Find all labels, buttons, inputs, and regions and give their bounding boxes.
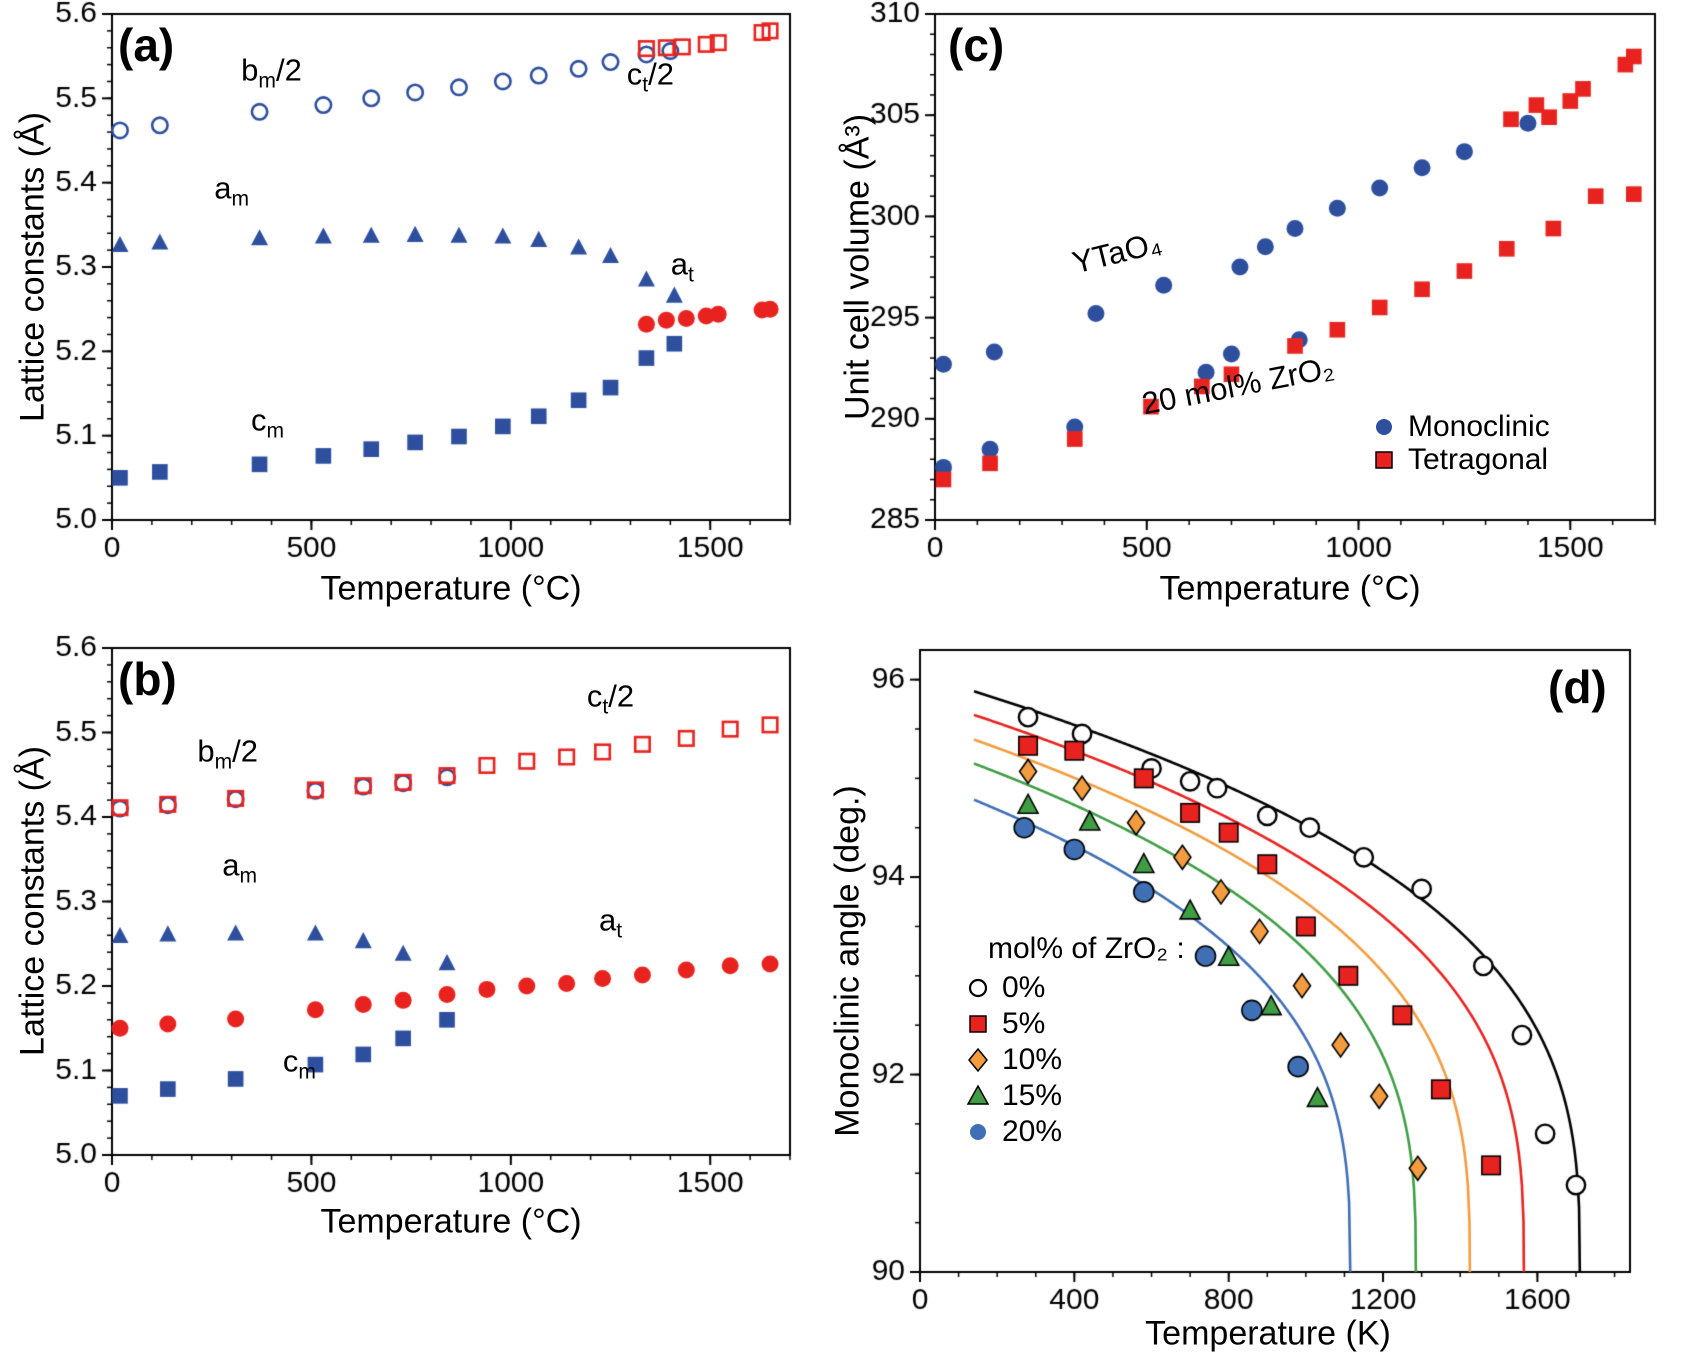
figure-root: (a) (b) (c) (d) Lattice constants (Å) Te… xyxy=(0,0,1707,1353)
plot-canvas xyxy=(0,0,1707,1344)
